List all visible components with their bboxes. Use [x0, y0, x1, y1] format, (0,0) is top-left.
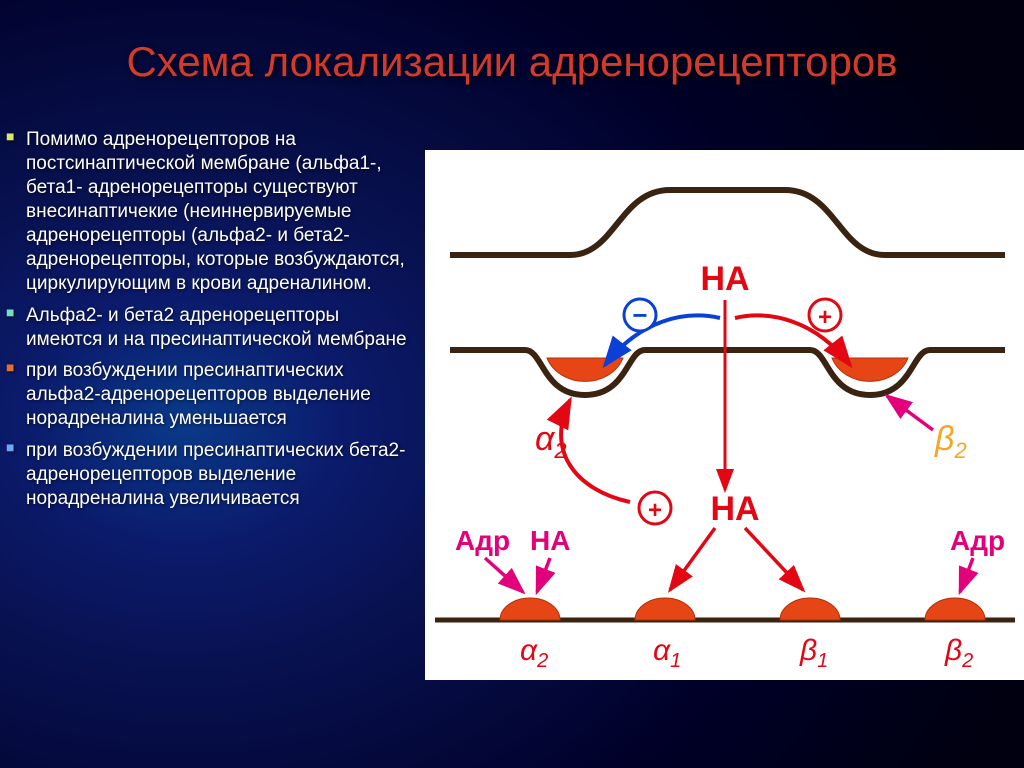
arrow-beta2-presyn-link: [887, 396, 933, 430]
label-adr-left: Адр: [455, 525, 510, 556]
bullet-item: Альфа2- и бета2 адренорецепторы имеются …: [0, 304, 420, 352]
post-receptor-a1: [635, 598, 695, 620]
post-receptor-b2: [925, 598, 985, 620]
arc-alpha2-activation: [561, 400, 630, 502]
post-label-b1: β1: [799, 634, 828, 672]
synapse-diagram: НА − + α2 β2 + НА α2 α1 β1 β2 Адр НА Адр: [425, 150, 1024, 680]
arrow-adr-left-to-a2: [485, 558, 523, 592]
label-HA-left: НА: [530, 525, 570, 556]
arrow-ha-to-b1: [745, 528, 803, 590]
page-title: Схема локализации адренорецепторов: [0, 38, 1024, 86]
plus-symbol-2: +: [648, 497, 662, 524]
presyn-receptor-beta2: [832, 358, 908, 381]
label-HA-bottom: НА: [710, 490, 759, 528]
bullet-item: Помимо адренорецепторов на постсинаптиче…: [0, 128, 420, 296]
post-label-b2: β2: [944, 634, 973, 672]
label-adr-right: Адр: [950, 525, 1005, 556]
arrow-adr-right-to-b2: [960, 558, 973, 592]
label-HA-top: НА: [700, 260, 749, 298]
post-label-a1: α1: [653, 634, 681, 672]
post-receptor-a2: [500, 598, 560, 620]
plus-symbol: +: [818, 304, 832, 331]
bullet-item: при возбуждении пресинаптических альфа2-…: [0, 359, 420, 431]
bullet-text: при возбуждении пресинаптических альфа2-…: [26, 360, 371, 429]
bullet-item: при возбуждении пресинаптических бета2-а…: [0, 439, 420, 511]
bullet-list: Помимо адренорецепторов на постсинаптиче…: [0, 128, 420, 519]
bullet-text: при возбуждении пресинаптических бета2-а…: [26, 440, 405, 509]
minus-symbol: −: [632, 300, 647, 330]
post-label-a2: α2: [520, 634, 548, 672]
presyn-receptor-alpha2: [547, 358, 623, 381]
presynaptic-membrane-bottom: [450, 350, 1005, 395]
arrow-ha-left-to-a2: [537, 558, 550, 592]
arrow-ha-to-a1: [670, 528, 715, 590]
bullet-text: Помимо адренорецепторов на постсинаптиче…: [26, 129, 405, 294]
post-receptor-b1: [780, 598, 840, 620]
bullet-text: Альфа2- и бета2 адренорецепторы имеются …: [26, 305, 407, 350]
label-beta2-presyn: β2: [934, 420, 967, 463]
presynaptic-membrane-top: [450, 190, 1005, 255]
